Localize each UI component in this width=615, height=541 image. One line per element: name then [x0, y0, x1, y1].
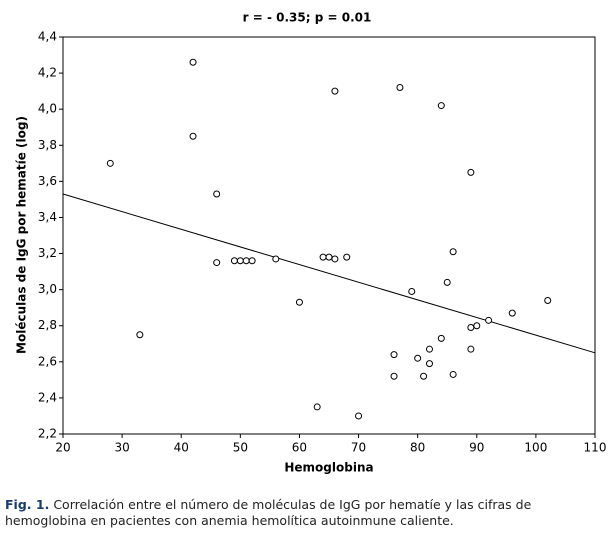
caption: Fig. 1. Correlación entre el número de m…: [5, 497, 605, 529]
point: [319, 253, 327, 261]
caption-text: Correlación entre el número de moléculas…: [5, 497, 532, 528]
point: [508, 309, 516, 317]
point: [390, 351, 398, 359]
point: [331, 255, 339, 263]
x-tick-label: 80: [410, 441, 425, 455]
point: [467, 324, 475, 332]
x-axis-label: Hemoglobina: [284, 461, 373, 475]
x-tick-label: 110: [584, 441, 607, 455]
point: [189, 132, 197, 140]
point: [443, 278, 451, 286]
y-tick-label: 3,6: [38, 174, 57, 188]
point: [437, 102, 445, 110]
point: [313, 403, 321, 411]
point: [248, 257, 256, 265]
point: [343, 253, 351, 261]
y-tick-label: 4,2: [38, 66, 57, 80]
y-tick-label: 2,4: [38, 390, 57, 404]
point: [449, 370, 457, 378]
point: [230, 257, 238, 265]
point: [325, 253, 333, 261]
y-tick-label: 3,8: [38, 138, 57, 152]
y-tick-label: 2,6: [38, 354, 57, 368]
trend-line: [62, 193, 596, 354]
x-tick-label: 50: [233, 441, 248, 455]
caption-label: Fig. 1.: [5, 497, 50, 512]
point: [242, 257, 250, 265]
point: [136, 331, 144, 339]
y-tick-label: 4,0: [38, 102, 57, 116]
point: [213, 190, 221, 198]
y-axis-label: Moléculas de IgG por hematíe (log): [15, 116, 29, 354]
point: [425, 360, 433, 368]
point: [449, 248, 457, 256]
y-tick-label: 2,8: [38, 318, 57, 332]
point: [485, 316, 493, 324]
point: [236, 257, 244, 265]
point: [106, 159, 114, 167]
x-tick-label: 40: [174, 441, 189, 455]
x-tick-label: 20: [55, 441, 70, 455]
x-tick-label: 100: [524, 441, 547, 455]
y-tick-label: 3,0: [38, 282, 57, 296]
x-tick-label: 70: [351, 441, 366, 455]
point: [473, 322, 481, 330]
chart-title: r = - 0.35; p = 0.01: [243, 11, 372, 25]
y-tick-label: 3,4: [38, 210, 57, 224]
point: [467, 345, 475, 353]
plot-frame: [62, 36, 596, 435]
point: [544, 296, 552, 304]
y-tick-label: 4,4: [38, 30, 57, 44]
point: [213, 259, 221, 267]
point: [420, 372, 428, 380]
point: [272, 255, 280, 263]
point: [355, 412, 363, 420]
y-tick-label: 3,2: [38, 246, 57, 260]
point: [189, 58, 197, 66]
point: [295, 298, 303, 306]
point: [331, 87, 339, 95]
x-tick-label: 60: [292, 441, 307, 455]
x-tick-label: 30: [114, 441, 129, 455]
point: [437, 334, 445, 342]
point: [408, 287, 416, 295]
point: [396, 84, 404, 92]
point: [467, 168, 475, 176]
y-tick-label: 2,2: [38, 427, 57, 441]
point: [390, 372, 398, 380]
x-tick-label: 90: [469, 441, 484, 455]
chart: r = - 0.35; p = 0.01 Hemoglobina Molécul…: [15, 11, 607, 475]
point: [414, 354, 422, 362]
point: [425, 345, 433, 353]
